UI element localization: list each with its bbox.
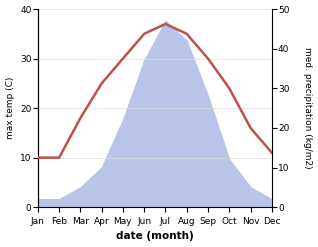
Y-axis label: med. precipitation (kg/m2): med. precipitation (kg/m2) [303, 47, 313, 169]
X-axis label: date (month): date (month) [116, 231, 194, 242]
Y-axis label: max temp (C): max temp (C) [5, 77, 15, 139]
